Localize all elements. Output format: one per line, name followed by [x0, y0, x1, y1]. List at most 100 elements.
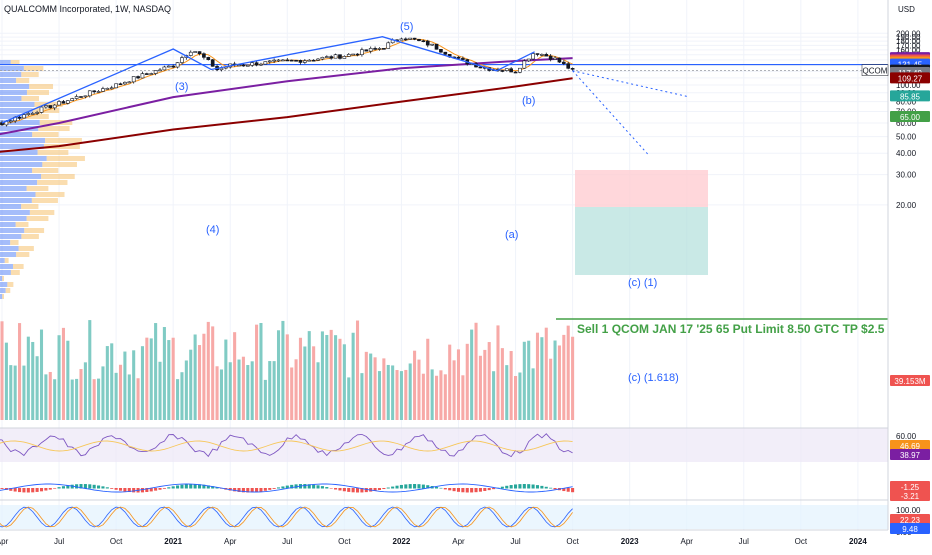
profile-buy	[0, 66, 24, 71]
macd-hist	[9, 488, 13, 491]
candle-body	[272, 59, 276, 62]
macd-hist	[514, 484, 518, 489]
candle-body	[87, 90, 92, 97]
rsi-ma-line	[0, 440, 573, 452]
price-badge-bg	[890, 90, 930, 102]
macd-hist	[312, 484, 316, 489]
volume-bar	[26, 336, 30, 420]
price-badge-bg	[890, 72, 930, 84]
candle-body	[307, 59, 312, 62]
profile-sell	[34, 102, 63, 107]
macd-hist	[92, 484, 96, 489]
profile-buy	[0, 78, 17, 83]
macd-hist	[272, 488, 276, 489]
rsi-badge-bg	[890, 449, 930, 460]
candle-body	[66, 100, 70, 104]
volume-bar	[44, 374, 48, 420]
wave-label: (5)	[400, 21, 413, 33]
volume-bar	[285, 334, 289, 420]
macd-hist	[483, 488, 487, 491]
macd-hist	[364, 488, 368, 493]
macd-hist	[110, 488, 114, 489]
volume-bar	[66, 340, 70, 420]
volume-bar	[0, 321, 4, 420]
candle-body	[504, 68, 509, 71]
time-label: Oct	[110, 537, 123, 546]
volume-bar	[233, 332, 237, 420]
volume-bar	[505, 365, 509, 420]
macd-hist	[408, 484, 412, 489]
macd-hist	[70, 484, 74, 489]
profile-buy	[0, 276, 3, 281]
candle-body	[540, 54, 544, 56]
candle-body	[44, 105, 48, 108]
macd-hist	[255, 488, 259, 493]
profile-buy	[0, 156, 47, 161]
macd-hist	[18, 488, 22, 493]
profile-buy	[0, 210, 30, 215]
profile-sell	[41, 174, 75, 179]
candle-body	[509, 68, 513, 73]
candle-body	[96, 91, 101, 93]
time-label: Apr	[452, 537, 465, 546]
candle-body	[136, 76, 140, 79]
candle-body	[513, 71, 518, 74]
rsi-band	[0, 428, 888, 462]
volume-bar	[439, 370, 443, 420]
stop-zone	[575, 170, 708, 207]
volume-bar	[325, 334, 329, 420]
price-tick: 50.00	[896, 133, 917, 142]
time-label: 2023	[621, 537, 639, 546]
candle-body	[373, 48, 377, 50]
macd-hist	[197, 484, 202, 489]
macd-hist	[478, 488, 482, 492]
volume-bar	[557, 345, 561, 420]
macd-hist	[189, 484, 193, 489]
macd-hist	[320, 486, 324, 489]
price-tick: 30.00	[896, 171, 917, 180]
macd-hist	[259, 488, 263, 492]
profile-sell	[39, 120, 73, 125]
volume-bar	[307, 331, 311, 420]
macd-hist	[22, 488, 26, 493]
profile-sell	[32, 132, 59, 137]
rsi-tick: 60.00	[896, 432, 917, 441]
volume-bar	[544, 327, 548, 420]
volume-bar	[39, 329, 44, 420]
volume-bar	[514, 376, 518, 420]
macd-badge-bg	[890, 490, 930, 501]
profile-buy	[0, 240, 11, 245]
macd-hist	[237, 488, 241, 492]
profile-sell	[12, 264, 24, 269]
volume-bar	[211, 326, 215, 420]
wave-path	[1, 36, 535, 124]
candle-body	[443, 51, 448, 55]
macd-hist	[114, 488, 118, 490]
macd-hist	[215, 487, 219, 489]
volume-bar	[276, 330, 281, 420]
volume-bar	[180, 372, 184, 420]
time-label: Jul	[282, 537, 292, 546]
macd-hist	[303, 484, 307, 489]
volume-bar	[334, 335, 338, 420]
volume-bar	[83, 362, 87, 420]
volume-bar	[430, 369, 434, 420]
candle-body	[48, 105, 53, 109]
macd-hist	[206, 485, 210, 489]
time-label: Jul	[739, 537, 749, 546]
stoch-d	[0, 506, 573, 528]
volume-bar	[527, 340, 531, 420]
profile-sell	[2, 294, 4, 299]
price-tick: 170.00	[896, 41, 921, 50]
candle-body	[79, 96, 83, 98]
volume-bar	[281, 320, 285, 420]
volume-bar	[373, 357, 377, 420]
candle-body	[276, 59, 281, 62]
indicator-panes	[0, 427, 888, 529]
macd-hist	[439, 487, 443, 489]
volume-bar	[487, 342, 491, 420]
candle-body	[140, 73, 145, 79]
volume-bar	[79, 369, 83, 420]
